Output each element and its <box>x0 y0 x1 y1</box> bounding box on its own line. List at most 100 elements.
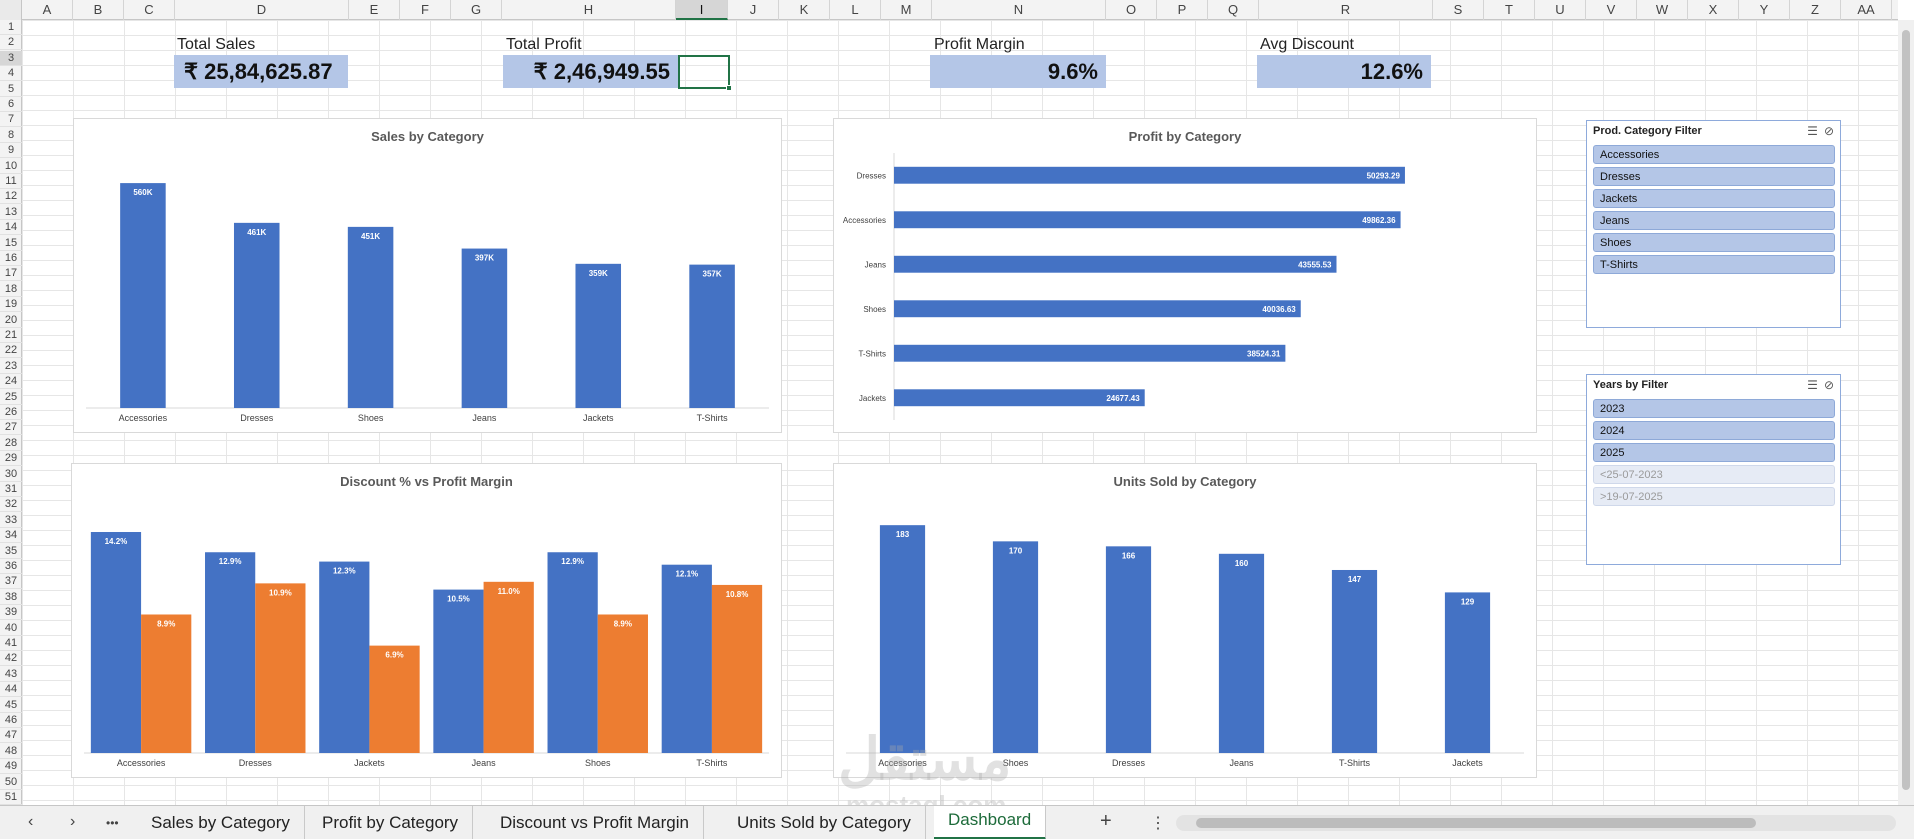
slicer-item[interactable]: 2024 <box>1593 421 1835 440</box>
total-profit-value[interactable]: ₹ 2,46,949.55 <box>503 55 678 88</box>
clear-filter-icon[interactable]: ⊘ <box>1823 378 1834 392</box>
row-header[interactable]: 40 <box>0 621 22 636</box>
row-header[interactable]: 26 <box>0 405 22 420</box>
column-header[interactable]: H <box>502 0 676 20</box>
sheet-options-button[interactable]: ⋮ <box>1150 815 1166 832</box>
multi-select-icon[interactable]: ☰ <box>1807 378 1818 392</box>
horizontal-scroll-thumb[interactable] <box>1196 818 1756 828</box>
row-header[interactable]: 10 <box>0 159 22 174</box>
slicer-item[interactable]: 2025 <box>1593 443 1835 462</box>
horizontal-scrollbar[interactable] <box>1176 815 1896 831</box>
row-header[interactable]: 47 <box>0 728 22 744</box>
column-header[interactable]: T <box>1484 0 1535 20</box>
row-header[interactable]: 24 <box>0 374 22 390</box>
units-sold-chart[interactable]: Units Sold by Category 183 Accessories 170… <box>833 463 1537 778</box>
row-header[interactable]: 37 <box>0 574 22 590</box>
row-header[interactable]: 3 <box>0 50 22 66</box>
row-header[interactable]: 13 <box>0 205 22 220</box>
column-header[interactable]: V <box>1586 0 1637 20</box>
column-header[interactable]: U <box>1535 0 1586 20</box>
row-header[interactable]: 1 <box>0 20 22 35</box>
row-header[interactable]: 44 <box>0 682 22 698</box>
more-sheets-button[interactable]: ••• <box>106 816 119 830</box>
add-sheet-button[interactable]: + <box>1100 810 1112 832</box>
row-header[interactable]: 50 <box>0 775 22 790</box>
slicer-item[interactable]: T-Shirts <box>1593 255 1835 274</box>
slicer-item[interactable]: >19-07-2025 <box>1593 487 1835 506</box>
column-header[interactable]: Q <box>1208 0 1259 20</box>
row-header[interactable]: 4 <box>0 66 22 82</box>
category-slicer[interactable]: Prod. Category Filter ☰ ⊘ Accessories Dres… <box>1586 120 1841 328</box>
column-header[interactable]: A <box>22 0 73 20</box>
row-header[interactable]: 41 <box>0 636 22 651</box>
slicer-item[interactable]: Jeans <box>1593 211 1835 230</box>
clear-filter-icon[interactable]: ⊘ <box>1823 124 1834 138</box>
tab-sales-by-category[interactable]: Sales by Category <box>137 806 305 839</box>
row-header[interactable]: 30 <box>0 467 22 482</box>
multi-select-icon[interactable]: ☰ <box>1807 124 1818 138</box>
row-header[interactable]: 7 <box>0 112 22 128</box>
row-header[interactable]: 39 <box>0 605 22 621</box>
slicer-item[interactable]: <25-07-2023 <box>1593 465 1835 484</box>
column-header[interactable]: R <box>1259 0 1433 20</box>
fill-handle[interactable] <box>726 85 732 91</box>
row-header[interactable]: 6 <box>0 97 22 112</box>
row-header[interactable]: 21 <box>0 328 22 343</box>
tab-units-sold-by-category[interactable]: Units Sold by Category <box>723 806 926 839</box>
select-all-corner[interactable] <box>0 0 22 20</box>
row-header[interactable]: 28 <box>0 436 22 451</box>
row-header[interactable]: 49 <box>0 759 22 775</box>
slicer-item[interactable]: Shoes <box>1593 233 1835 252</box>
row-header[interactable]: 34 <box>0 528 22 544</box>
row-header[interactable]: 11 <box>0 174 22 189</box>
row-header[interactable]: 29 <box>0 451 22 467</box>
row-header[interactable]: 12 <box>0 189 22 205</box>
row-header[interactable]: 27 <box>0 420 22 436</box>
column-header[interactable]: W <box>1637 0 1688 20</box>
row-header[interactable]: 51 <box>0 790 22 805</box>
active-cell-cursor[interactable] <box>678 55 732 91</box>
row-header[interactable]: 35 <box>0 544 22 559</box>
column-header[interactable]: N <box>932 0 1106 20</box>
column-header[interactable]: G <box>451 0 502 20</box>
row-header[interactable]: 38 <box>0 590 22 605</box>
column-header[interactable]: B <box>73 0 124 20</box>
column-header[interactable]: I <box>676 0 728 20</box>
row-header[interactable]: 22 <box>0 343 22 359</box>
next-sheet-button[interactable]: › <box>70 813 76 830</box>
column-header[interactable]: D <box>175 0 349 20</box>
column-header[interactable]: J <box>728 0 779 20</box>
slicer-item[interactable]: Jackets <box>1593 189 1835 208</box>
row-header[interactable]: 33 <box>0 513 22 528</box>
profit-by-category-chart[interactable]: Profit by Category 50293.29 Dresses 49862.… <box>833 118 1537 433</box>
total-sales-value[interactable]: ₹ 25,84,625.87 <box>174 55 348 88</box>
prev-sheet-button[interactable]: ‹ <box>28 813 34 830</box>
column-header[interactable]: O <box>1106 0 1157 20</box>
row-header[interactable]: 19 <box>0 297 22 313</box>
row-header[interactable]: 18 <box>0 282 22 297</box>
slicer-item[interactable]: Accessories <box>1593 145 1835 164</box>
column-header[interactable]: S <box>1433 0 1484 20</box>
row-header[interactable]: 23 <box>0 359 22 374</box>
column-header[interactable]: E <box>349 0 400 20</box>
sales-by-category-chart[interactable]: Sales by Category 560K Accessories 461K Dre… <box>73 118 782 433</box>
vertical-scrollbar[interactable] <box>1898 20 1914 805</box>
row-header[interactable]: 2 <box>0 35 22 51</box>
tab-discount-vs-profit-margin[interactable]: Discount vs Profit Margin <box>486 806 704 839</box>
row-header[interactable]: 48 <box>0 744 22 759</box>
row-header[interactable]: 25 <box>0 390 22 405</box>
tab-dashboard[interactable]: Dashboard <box>934 806 1047 839</box>
row-header[interactable]: 32 <box>0 497 22 513</box>
profit-margin-value[interactable]: 9.6% <box>930 55 1106 88</box>
column-header[interactable]: P <box>1157 0 1208 20</box>
column-header[interactable]: Z <box>1790 0 1841 20</box>
row-header[interactable]: 17 <box>0 266 22 282</box>
row-header[interactable]: 20 <box>0 313 22 328</box>
row-header[interactable]: 31 <box>0 482 22 497</box>
row-header[interactable]: 42 <box>0 651 22 667</box>
row-header[interactable]: 8 <box>0 128 22 143</box>
row-header[interactable]: 5 <box>0 82 22 97</box>
column-header[interactable]: L <box>830 0 881 20</box>
row-header[interactable]: 15 <box>0 236 22 251</box>
discount-vs-margin-chart[interactable]: Discount % vs Profit Margin 14.2% 8.9% Acc… <box>71 463 782 778</box>
